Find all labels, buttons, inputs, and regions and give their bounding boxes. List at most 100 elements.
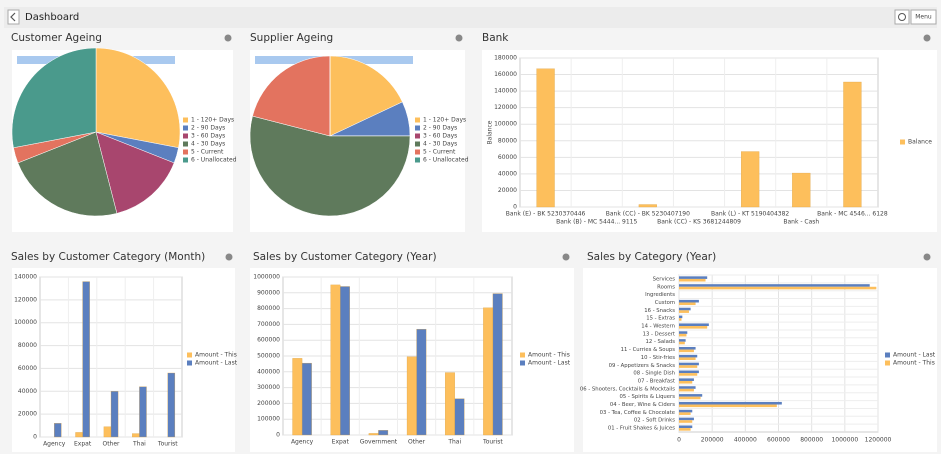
- x-tick-label: Expat: [74, 441, 92, 448]
- y-tick-label: 80000: [18, 342, 37, 349]
- x-tick-label: Bank (CC) - BK 5230407190: [606, 211, 690, 218]
- legend-label: 2 - 90 Days: [423, 125, 457, 132]
- y-tick-label: Services: [653, 276, 676, 282]
- bar: [679, 354, 698, 358]
- pie-slice: [252, 55, 331, 137]
- bar: [679, 425, 693, 429]
- info-icon[interactable]: [923, 34, 931, 42]
- bar: [679, 417, 694, 421]
- x-tick-label: Tourist: [482, 439, 503, 446]
- bar: [301, 362, 312, 436]
- y-tick-label: 03 - Tea, Coffee & Chocolate: [600, 410, 675, 416]
- y-tick-label: 0: [513, 204, 517, 211]
- x-tick-label: Bank (CC) - KS 3681244809: [657, 219, 741, 226]
- legend-label: 1 - 120+ Days: [423, 117, 466, 124]
- bar: [679, 349, 694, 353]
- y-tick-label: 140000: [14, 274, 37, 281]
- y-tick-label: 160000: [494, 71, 517, 78]
- pie-slice: [11, 47, 97, 149]
- y-tick-label: 120000: [494, 104, 517, 111]
- legend-label: 5 - Current: [191, 149, 224, 156]
- bar: [378, 430, 389, 436]
- bar: [679, 388, 694, 392]
- bar: [445, 372, 455, 436]
- bar: [679, 412, 691, 415]
- x-tick-label: Bank (L) - KT 5190404382: [711, 211, 789, 218]
- legend-swatch: [520, 360, 525, 366]
- chart-title: Sales by Category (Year): [587, 251, 716, 263]
- y-tick-label: 04 - Beer, Wine & Ciders: [610, 402, 675, 408]
- bar: [741, 151, 760, 208]
- legend-swatch: [900, 139, 905, 145]
- bar: [679, 310, 689, 313]
- y-tick-label: 100000: [257, 416, 280, 423]
- info-icon[interactable]: [562, 253, 570, 261]
- legend-label: Amount - This: [195, 352, 237, 359]
- legend-label: Amount - Last: [893, 352, 936, 359]
- legend-label: Balance: [908, 139, 932, 146]
- y-tick-label: 100000: [494, 121, 517, 128]
- info-icon[interactable]: [923, 253, 931, 261]
- legend-swatch: [183, 133, 188, 139]
- chart-title: Sales by Customer Category (Month): [11, 251, 205, 263]
- legend-label: 3 - 60 Days: [191, 133, 225, 140]
- legend-label: 2 - 90 Days: [191, 125, 225, 132]
- y-tick-label: Rooms: [657, 284, 675, 290]
- legend-swatch: [520, 352, 525, 358]
- info-icon[interactable]: [224, 34, 232, 42]
- x-tick-label: Other: [102, 441, 120, 448]
- info-icon[interactable]: [225, 253, 233, 261]
- bar: [82, 281, 90, 438]
- bar: [679, 331, 688, 334]
- y-tick-label: 900000: [257, 289, 280, 296]
- x-tick-label: 200000: [701, 437, 724, 444]
- bar: [340, 286, 350, 436]
- y-tick-label: 16 - Snacks: [644, 308, 675, 314]
- legend-swatch: [415, 149, 420, 155]
- bar: [679, 307, 691, 311]
- y-tick-label: 60000: [498, 154, 517, 161]
- legend-swatch: [415, 133, 420, 139]
- legend-swatch: [415, 141, 420, 147]
- x-tick-label: Expat: [332, 439, 350, 446]
- bar: [679, 323, 709, 327]
- bar: [679, 339, 686, 342]
- bar: [492, 293, 503, 436]
- legend-label: Amount - This: [528, 352, 570, 359]
- legend-swatch: [183, 157, 188, 163]
- x-tick-label: Other: [408, 439, 426, 446]
- chart-title: Bank: [482, 32, 509, 44]
- legend-label: 5 - Current: [423, 149, 456, 156]
- y-tick-label: 11 - Curries & Soups: [621, 347, 676, 353]
- x-tick-label: 400000: [734, 437, 757, 444]
- bar: [679, 318, 682, 321]
- legend-label: 1 - 120+ Days: [191, 117, 234, 124]
- menu-button[interactable]: [910, 9, 937, 25]
- x-tick-label: Government: [360, 439, 398, 446]
- y-tick-label: 300000: [257, 384, 280, 391]
- x-tick-label: Thai: [447, 439, 461, 446]
- refresh-button[interactable]: [894, 9, 910, 25]
- bar: [679, 370, 699, 374]
- y-tick-label: 01 - Fruit Shakes & Juices: [608, 426, 675, 432]
- bar: [75, 432, 83, 438]
- bar: [330, 284, 341, 436]
- menu-label: Menu: [915, 14, 932, 21]
- y-tick-label: 12 - Salads: [646, 339, 676, 345]
- bar: [679, 394, 703, 397]
- info-icon[interactable]: [455, 34, 463, 42]
- bar: [679, 333, 687, 337]
- bar: [679, 396, 701, 400]
- bar: [679, 401, 782, 405]
- bar: [679, 284, 870, 287]
- back-button[interactable]: [7, 9, 20, 25]
- x-tick-label: Thai: [132, 441, 146, 448]
- y-tick-label: 08 - Single Dish: [633, 371, 675, 377]
- legend-swatch: [183, 117, 188, 123]
- bar: [679, 365, 698, 368]
- y-tick-label: 14 - Western: [641, 324, 675, 330]
- legend-label: 6 - Unallocated: [423, 157, 469, 164]
- bar: [843, 81, 862, 208]
- x-tick-label: Bank - Cash: [783, 219, 819, 226]
- bar: [679, 386, 696, 389]
